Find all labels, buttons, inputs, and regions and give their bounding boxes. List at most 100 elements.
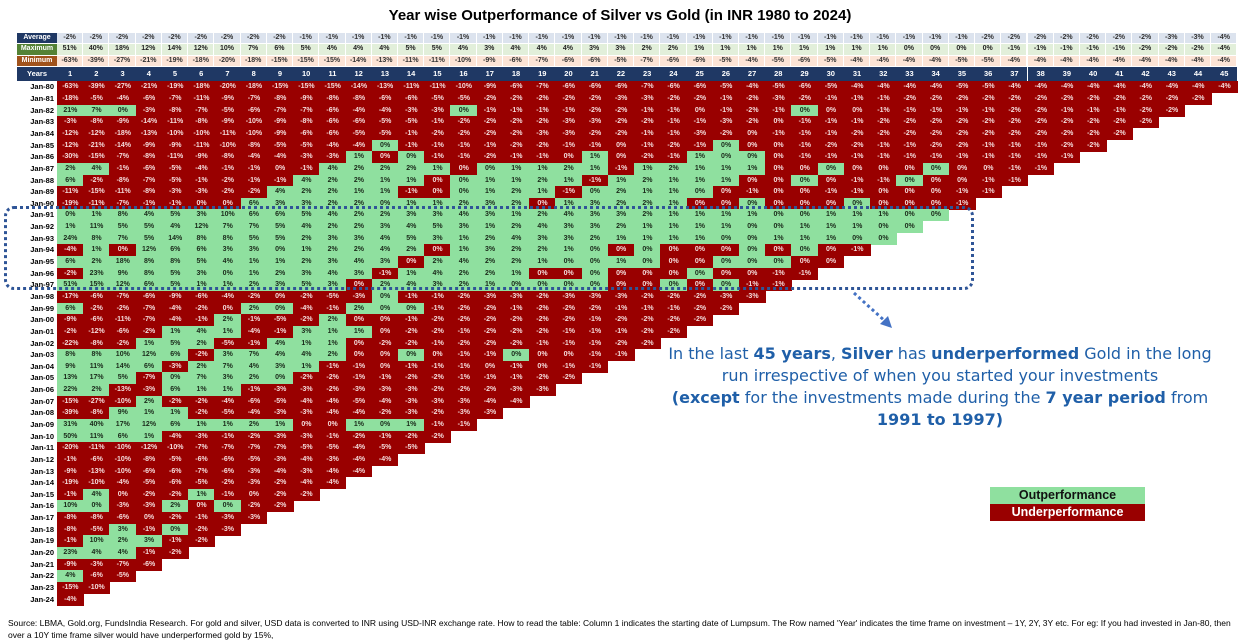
heatmap-cell: -2% [529,372,556,385]
heatmap-cell: -2% [476,151,504,164]
heatmap-cell: -1% [870,151,897,164]
heatmap-cell: -2% [240,290,268,303]
heatmap-cell: -1% [1001,139,1028,152]
heatmap-cell: -6% [240,395,268,408]
heatmap-cell: 0% [319,418,347,431]
heatmap-cell: -8% [135,453,163,466]
heatmap-cell: -9% [57,558,84,571]
heatmap-cell: 1% [817,209,845,222]
heatmap-cell: 1% [476,186,504,199]
heatmap-cell: -2% [450,337,478,350]
heatmap-cell: -6% [502,81,530,94]
heatmap-cell: -2% [1053,127,1081,140]
heatmap-cell: -6% [293,127,320,140]
heatmap-cell: -3% [293,407,320,420]
heatmap-cell: -3% [502,290,530,303]
summary-average-cell: -3% [1184,32,1212,44]
heatmap-cell: -2% [896,93,924,105]
heatmap-cell: 8% [188,232,215,245]
heatmap-cell: -8% [293,116,320,129]
heatmap-cell: 5% [397,232,425,245]
heatmap-cell: -2% [607,116,635,129]
heatmap-cell: 1% [660,174,687,187]
summary-maximum-cell: 0% [896,44,923,55]
heatmap-cell: -4% [266,465,294,478]
heatmap-cell: 0% [712,139,740,152]
heatmap-cell: 0% [791,174,819,187]
heatmap-cell: -1% [188,512,215,525]
heatmap-cell: -3% [293,384,320,396]
heatmap-cell: -4% [161,302,189,315]
heatmap-cell: 0% [634,244,661,257]
heatmap-cell: -5% [83,93,110,105]
heatmap-cell: 1% [686,151,714,164]
heatmap-cell: 0% [529,267,556,280]
heatmap-cell: -1% [555,360,583,373]
heatmap-cell: -7% [188,465,215,478]
year-tick-label: 5 [161,67,189,82]
year-tick-label: 41 [1106,67,1133,82]
legend-underperformance: Underperformance [990,504,1145,521]
heatmap-cell: 2% [607,197,635,210]
summary-maximum-cell: 1% [738,44,766,55]
heatmap-cell: 51% [57,279,84,292]
summary-maximum-cell: 4% [345,44,372,55]
summary-minimum-cell: -5% [765,55,792,67]
heatmap-cell: 1% [765,232,792,245]
summary-average-cell: -1% [397,32,425,44]
heatmap-cell: -1% [634,127,661,140]
heatmap-cell: 7% [83,104,110,117]
summary-average-cell: -1% [712,32,739,44]
heatmap-cell: -4% [843,81,871,94]
summary-minimum-cell: -5% [712,55,739,67]
heatmap-cell: -2% [1106,116,1133,129]
heatmap-cell: -1% [817,116,845,129]
heatmap-cell: -8% [83,337,110,350]
heatmap-cell: -7% [109,290,137,303]
summary-minimum-cell: -6% [791,55,818,67]
heatmap-cell: -1% [371,430,399,443]
heatmap-cell: -1% [188,314,215,327]
heatmap-cell: 12% [109,279,137,292]
heatmap-cell: 15% [83,279,110,292]
heatmap-cell: 0% [476,162,504,175]
heatmap-cell: 0% [371,349,399,362]
heatmap-cell: 4% [293,174,320,187]
heatmap-cell: -7% [266,104,294,117]
heatmap-cell: -10% [83,477,110,490]
heatmap-cell: 2% [319,197,347,210]
heatmap-cell: -2% [476,93,504,105]
heatmap-cell: 2% [293,256,320,268]
heatmap-cell: 5% [161,337,189,350]
heatmap-cell: -6% [791,81,819,94]
heatmap-cell: -3% [686,127,714,140]
heatmap-cell: -2% [870,116,897,129]
annotation-text: In the last 45 years, Silver has underpe… [640,343,1240,431]
row-label: Jan-83 [17,116,57,128]
summary-minimum-cell: -4% [1184,55,1212,67]
heatmap-cell: -2% [529,290,556,303]
heatmap-cell: -2% [1132,104,1160,117]
heatmap-cell: -5% [397,442,425,455]
heatmap-cell: 0% [450,162,478,175]
heatmap-cell: -5% [371,116,399,129]
heatmap-cell: -22% [57,337,84,350]
heatmap-cell: -3% [266,384,294,396]
heatmap-cell: -4% [240,407,268,420]
heatmap-cell: 0% [371,197,399,210]
legend: Outperformance Underperformance [990,487,1145,521]
heatmap-cell: -2% [502,139,530,152]
heatmap-cell: -1% [1001,151,1028,164]
heatmap-cell: 1% [345,418,373,431]
heatmap-cell: -1% [607,302,635,315]
heatmap-cell: -1% [870,104,897,117]
year-tick-label: 16 [450,67,477,82]
heatmap-cell: 0% [765,139,792,152]
heatmap-cell: 3% [424,232,451,245]
heatmap-cell: 0% [765,209,792,222]
year-tick-label: 33 [896,67,923,82]
heatmap-cell: -5% [266,314,294,327]
heatmap-cell: -1% [975,104,1002,117]
heatmap-cell: 0% [109,104,137,117]
heatmap-cell: -6% [109,325,137,338]
